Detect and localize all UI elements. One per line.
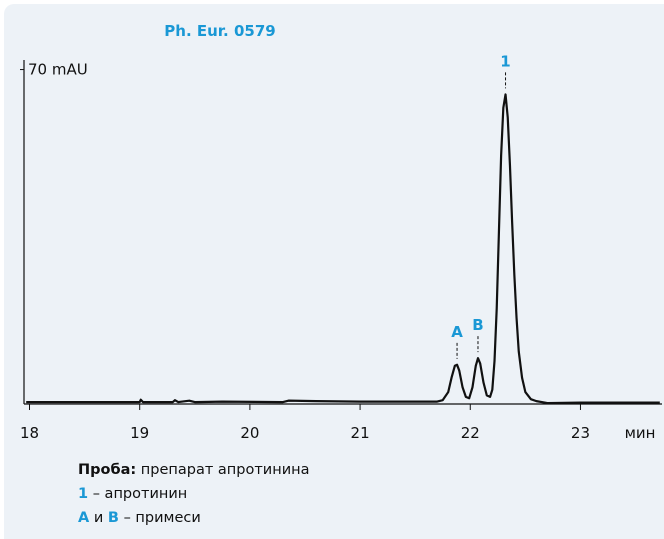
note-text: – примеси [123, 510, 201, 526]
note: Проба: препарат апротинина [78, 458, 310, 482]
x-tick-label: 20 [240, 424, 259, 442]
panel [4, 4, 664, 539]
peak-label: B [472, 316, 483, 334]
peak-label: 1 [500, 52, 510, 70]
note: A и B – примеси [78, 506, 310, 530]
note-key: 1 [78, 486, 89, 502]
note-text: препарат апротинина [140, 462, 310, 478]
note: 1 – апротинин [78, 482, 310, 506]
x-tick-label: 22 [461, 424, 480, 442]
x-tick-label: 23 [571, 424, 590, 442]
note-key: A [78, 510, 90, 526]
note-text: – апротинин [92, 486, 188, 502]
note-text: и [93, 510, 104, 526]
x-tick-label: 21 [351, 424, 370, 442]
peak-label: A [451, 323, 463, 341]
x-tick-label: 19 [130, 424, 149, 442]
notes: Проба: препарат апротинина 1 – апротинин… [78, 458, 310, 530]
x-axis-label: мин [625, 424, 656, 442]
note-key: B [107, 510, 119, 526]
x-tick-label: 18 [20, 424, 39, 442]
y-tick-label: 70 mAU [28, 61, 88, 79]
note-label: Проба: [78, 462, 137, 478]
chromatogram-line [26, 93, 660, 405]
chart-title: Ph. Eur. 0579 [164, 22, 275, 40]
